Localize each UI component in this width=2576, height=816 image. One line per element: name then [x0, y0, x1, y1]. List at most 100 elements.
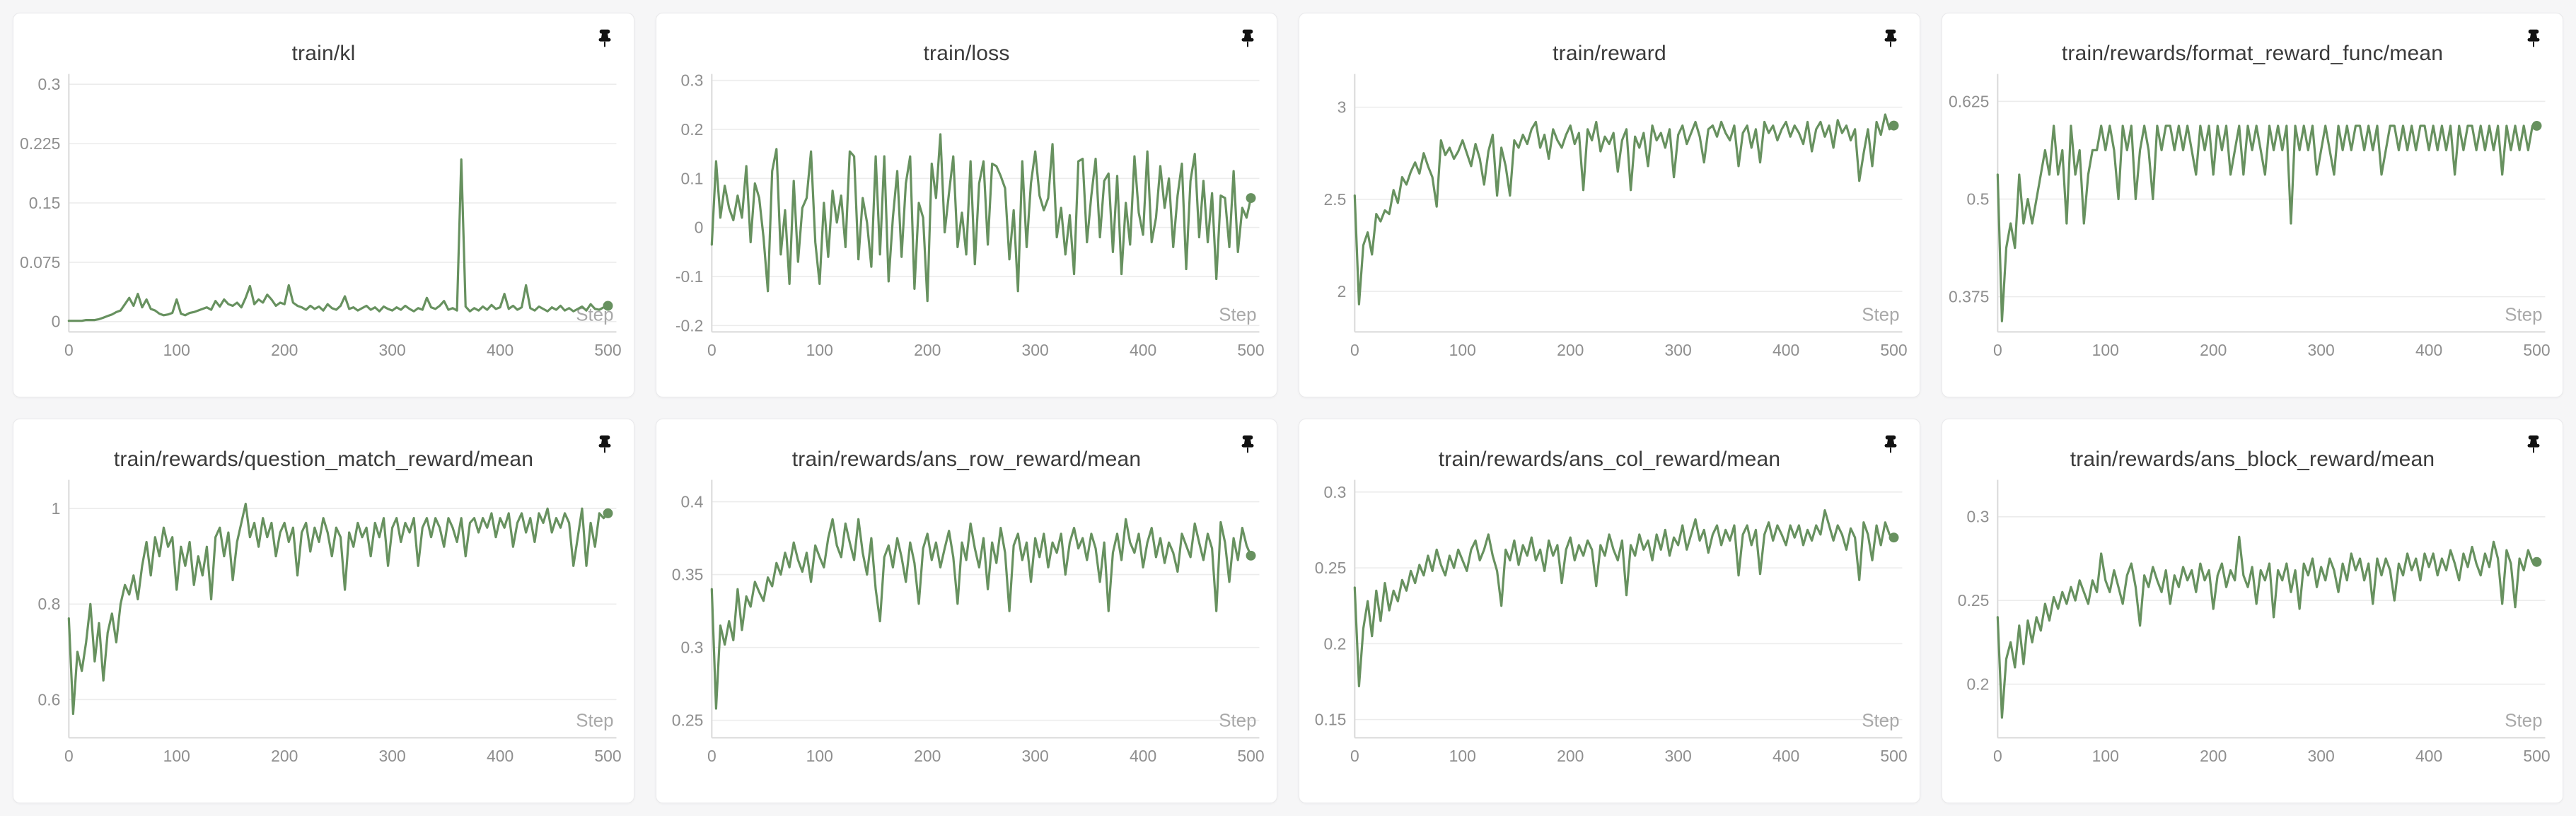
y-tick-label: -0.2 [675, 316, 703, 334]
chart-title: train/reward [1553, 42, 1666, 65]
x-tick-label: 200 [1557, 747, 1584, 765]
x-tick-label: 100 [806, 341, 833, 359]
last-point-marker [1889, 120, 1899, 131]
x-tick-label: 0 [64, 341, 74, 359]
y-tick-label: 0.25 [1958, 591, 1990, 610]
pin-button[interactable] [2520, 431, 2547, 457]
x-tick-label: 100 [1449, 341, 1476, 359]
chart-panel: train/rewards/question_match_reward/mean… [13, 419, 634, 803]
y-tick-label: 0.075 [20, 253, 60, 272]
x-tick-label: 500 [1237, 747, 1264, 765]
y-tick-label: 0.25 [1315, 559, 1347, 577]
line-chart[interactable]: -0.2 -0.1 0 0.1 0.2 0.3 0 100 200 300 400 500 Step [656, 13, 1277, 397]
last-point-marker [2531, 120, 2542, 131]
y-tick-label: 0 [695, 218, 704, 237]
line-chart[interactable]: 2 2.5 3 0 100 200 300 400 500 Step [1299, 13, 1920, 397]
chart-panel: train/rewards/ans_row_reward/mean 0.25 0.… [656, 419, 1277, 803]
x-tick-label: 200 [914, 747, 941, 765]
chart-title: train/kl [291, 42, 356, 65]
x-tick-label: 0 [1993, 747, 2002, 765]
x-tick-label: 500 [2523, 747, 2550, 765]
chart-title: train/rewards/ans_col_reward/mean [1438, 448, 1781, 471]
chart-title: train/rewards/format_reward_func/mean [2061, 42, 2444, 65]
pin-button[interactable] [1877, 25, 1904, 52]
x-tick-label: 400 [1130, 747, 1156, 765]
pushpin-icon [2527, 435, 2540, 453]
series-line [1353, 113, 1896, 305]
series-line [67, 158, 610, 322]
y-tick-label: 0.2 [1324, 634, 1347, 653]
pin-button[interactable] [1234, 431, 1261, 457]
chart-panel: train/reward 2 2.5 3 0 100 200 300 400 500 Step [1299, 13, 1920, 397]
x-tick-label: 200 [1557, 341, 1584, 359]
y-tick-label: 0.6 [38, 690, 61, 709]
x-tick-label: 0 [1350, 341, 1359, 359]
x-tick-label: 300 [2308, 747, 2335, 765]
x-tick-label: 400 [487, 747, 514, 765]
x-tick-label: 100 [163, 747, 190, 765]
x-tick-label: 400 [1773, 747, 1799, 765]
x-tick-label: 0 [1993, 341, 2002, 359]
y-tick-label: 0.4 [681, 493, 704, 511]
x-tick-label: 200 [2200, 341, 2227, 359]
x-tick-label: 200 [271, 341, 298, 359]
chart-panel: train/rewards/ans_col_reward/mean 0.15 0.… [1299, 419, 1920, 803]
series-line [1353, 509, 1896, 688]
pin-button[interactable] [1877, 431, 1904, 457]
x-tick-label: 200 [271, 747, 298, 765]
x-tick-label: 500 [594, 341, 621, 359]
line-chart[interactable]: 0.2 0.25 0.3 0 100 200 300 400 500 Step [1942, 419, 2563, 803]
x-tick-label: 500 [1237, 341, 1264, 359]
y-tick-label: 0.3 [681, 71, 704, 90]
x-tick-label: 300 [1665, 341, 1692, 359]
last-point-marker [603, 508, 613, 518]
pin-button[interactable] [2520, 25, 2547, 52]
pushpin-icon [598, 435, 611, 453]
x-tick-label: 400 [1130, 341, 1156, 359]
y-tick-label: 2.5 [1324, 190, 1347, 209]
chart-panel: train/rewards/ans_block_reward/mean 0.2 0… [1942, 419, 2563, 803]
series-line [710, 133, 1253, 303]
x-tick-label: 300 [379, 747, 406, 765]
pushpin-icon [2527, 29, 2540, 47]
y-tick-label: 0.15 [1315, 711, 1347, 729]
x-tick-label: 400 [1773, 341, 1799, 359]
chart-panel: train/rewards/format_reward_func/mean 0.… [1942, 13, 2563, 397]
y-tick-label: 0.2 [681, 120, 704, 139]
x-tick-label: 0 [707, 747, 716, 765]
line-chart[interactable]: 0.15 0.2 0.25 0.3 0 100 200 300 400 500 Step [1299, 419, 1920, 803]
x-tick-label: 200 [914, 341, 941, 359]
series-line [1996, 124, 2539, 322]
x-tick-label: 500 [1880, 341, 1907, 359]
last-point-marker [1889, 532, 1899, 543]
y-tick-label: -0.1 [675, 267, 703, 286]
x-tick-label: 400 [2415, 747, 2442, 765]
x-tick-label: 300 [1022, 341, 1049, 359]
last-point-marker [1246, 193, 1256, 204]
x-axis-label: Step [1862, 305, 1899, 325]
pin-button[interactable] [591, 431, 618, 457]
y-tick-label: 0 [52, 313, 61, 331]
x-tick-label: 500 [1880, 747, 1907, 765]
x-axis-label: Step [2505, 711, 2542, 730]
line-chart[interactable]: 0.375 0.5 0.625 0 100 200 300 400 500 Step [1942, 13, 2563, 397]
x-tick-label: 0 [707, 341, 716, 359]
line-chart[interactable]: 0.25 0.3 0.35 0.4 0 100 200 300 400 500 Step [656, 419, 1277, 803]
y-tick-label: 3 [1338, 98, 1347, 117]
pin-button[interactable] [591, 25, 618, 52]
y-tick-label: 0.375 [1949, 288, 1989, 306]
line-chart[interactable]: 0.6 0.8 1 0 100 200 300 400 500 Step [13, 419, 634, 803]
x-axis-label: Step [1862, 711, 1899, 730]
pin-button[interactable] [1234, 25, 1261, 52]
chart-title: train/rewards/ans_block_reward/mean [2070, 448, 2435, 471]
y-tick-label: 0.3 [1324, 483, 1347, 501]
x-tick-label: 100 [1449, 747, 1476, 765]
x-tick-label: 500 [594, 747, 621, 765]
series-line [1996, 535, 2539, 719]
x-tick-label: 100 [806, 747, 833, 765]
x-tick-label: 0 [64, 747, 74, 765]
pushpin-icon [1884, 435, 1897, 453]
x-axis-label: Step [2505, 305, 2542, 325]
last-point-marker [1246, 550, 1256, 561]
